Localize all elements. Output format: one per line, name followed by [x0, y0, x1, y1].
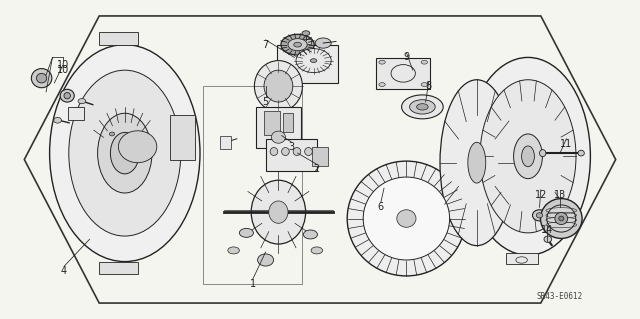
Ellipse shape [379, 83, 385, 86]
Ellipse shape [480, 80, 576, 233]
Ellipse shape [294, 42, 301, 47]
Ellipse shape [466, 57, 590, 255]
Ellipse shape [468, 142, 486, 183]
Ellipse shape [228, 247, 239, 254]
Ellipse shape [36, 73, 47, 83]
Ellipse shape [111, 132, 140, 174]
Ellipse shape [257, 254, 274, 266]
Ellipse shape [305, 147, 312, 156]
Bar [301, 39, 311, 44]
Ellipse shape [271, 131, 285, 143]
Ellipse shape [410, 100, 435, 114]
Ellipse shape [302, 31, 310, 35]
Text: 14: 14 [541, 225, 554, 235]
Ellipse shape [536, 213, 543, 218]
Ellipse shape [514, 134, 543, 179]
Ellipse shape [421, 83, 428, 86]
Bar [283, 113, 293, 132]
Text: SR43-E0612: SR43-E0612 [536, 293, 582, 301]
Ellipse shape [440, 80, 514, 246]
Ellipse shape [578, 150, 584, 156]
Ellipse shape [310, 59, 317, 63]
Text: 11: 11 [560, 138, 573, 149]
Ellipse shape [547, 205, 576, 232]
Ellipse shape [379, 60, 385, 64]
Bar [312, 147, 328, 166]
Ellipse shape [239, 228, 253, 237]
Ellipse shape [98, 113, 152, 193]
Ellipse shape [60, 89, 74, 102]
Ellipse shape [397, 210, 416, 227]
Ellipse shape [540, 150, 546, 157]
Ellipse shape [296, 48, 332, 72]
Bar [376, 58, 430, 88]
Ellipse shape [118, 131, 157, 163]
Text: 3: 3 [288, 142, 294, 152]
Ellipse shape [540, 198, 582, 239]
Ellipse shape [347, 161, 466, 276]
Ellipse shape [54, 117, 61, 123]
Bar [99, 262, 138, 274]
Bar [256, 107, 301, 148]
Text: 6: 6 [378, 202, 384, 212]
Bar [170, 115, 195, 160]
Ellipse shape [254, 61, 302, 112]
Bar [506, 253, 538, 264]
Bar [266, 139, 317, 171]
Ellipse shape [552, 210, 566, 221]
Ellipse shape [559, 216, 564, 221]
Text: 1: 1 [250, 279, 256, 289]
Bar [99, 32, 138, 45]
Bar [204, 86, 302, 284]
Bar [264, 111, 280, 135]
Ellipse shape [270, 147, 278, 156]
Ellipse shape [69, 70, 181, 236]
Text: 7: 7 [262, 40, 269, 50]
Ellipse shape [311, 247, 323, 254]
Ellipse shape [315, 38, 332, 48]
Ellipse shape [282, 147, 289, 156]
Ellipse shape [288, 39, 307, 51]
Ellipse shape [31, 69, 52, 88]
Ellipse shape [269, 201, 288, 223]
Ellipse shape [303, 230, 317, 239]
Ellipse shape [402, 95, 444, 119]
Text: 10: 10 [56, 65, 69, 75]
Ellipse shape [78, 99, 86, 104]
Ellipse shape [64, 93, 70, 99]
Ellipse shape [50, 45, 200, 262]
Ellipse shape [556, 213, 562, 218]
Bar [277, 45, 338, 83]
Ellipse shape [555, 212, 568, 225]
Text: 13: 13 [554, 189, 566, 200]
Ellipse shape [544, 236, 552, 242]
Ellipse shape [522, 146, 534, 167]
Bar [68, 107, 84, 120]
Ellipse shape [293, 147, 301, 156]
Ellipse shape [281, 34, 314, 55]
Ellipse shape [109, 132, 115, 136]
Ellipse shape [417, 104, 428, 110]
Bar [220, 136, 231, 149]
Ellipse shape [251, 180, 306, 244]
Text: 10: 10 [56, 60, 69, 70]
Text: 12: 12 [534, 189, 547, 200]
Text: 2: 2 [314, 164, 320, 174]
Text: 9: 9 [403, 52, 410, 63]
Text: 4: 4 [61, 266, 67, 276]
Ellipse shape [421, 60, 428, 64]
Ellipse shape [532, 210, 547, 221]
Text: 5: 5 [262, 97, 269, 107]
Ellipse shape [264, 70, 292, 102]
Text: 8: 8 [426, 81, 432, 91]
Ellipse shape [364, 177, 449, 260]
